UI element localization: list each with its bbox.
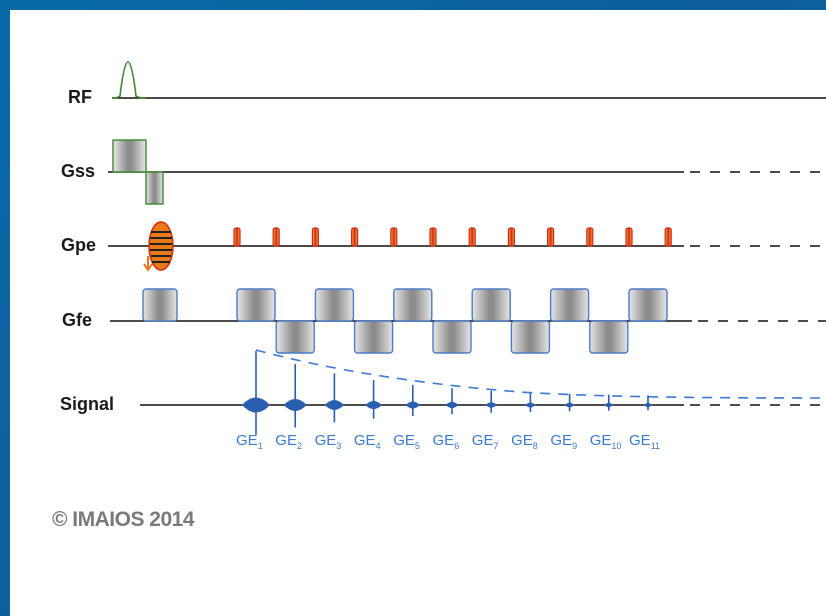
gradient-echo	[485, 390, 498, 413]
gpe-blip	[546, 227, 555, 247]
gfe-readout-lobe-positive	[314, 288, 355, 322]
gfe-label: Gfe	[62, 310, 93, 330]
gss-label: Gss	[61, 161, 96, 181]
gss-lobe-negative	[145, 171, 164, 205]
gradient-echo	[242, 351, 270, 435]
echo-label: GE10	[589, 432, 622, 451]
copyright-notice: © IMAIOS 2014	[52, 508, 195, 531]
gfe-readout-lobe-positive	[393, 288, 433, 322]
gpe-blip	[272, 227, 280, 247]
gfe-readout-lobe-negative	[432, 320, 472, 354]
echo-label: GE3	[314, 432, 342, 451]
gfe-readout-lobe-negative	[589, 320, 629, 354]
signal-label: Signal	[60, 394, 115, 414]
rf-pulse	[111, 61, 147, 99]
rf-label: RF	[68, 87, 92, 107]
gradient-echo	[445, 388, 459, 415]
echo-label: GE5	[393, 432, 420, 451]
gfe-lobes	[142, 288, 668, 354]
gpe-blip	[233, 227, 241, 247]
echo-label: GE9	[550, 432, 578, 451]
gfe-readout-lobe-negative	[353, 320, 394, 354]
gpe-blip	[429, 227, 437, 247]
echo-label: GE1	[236, 432, 263, 451]
gradient-echo	[324, 373, 345, 423]
gpe-blip	[351, 227, 359, 247]
gpe-blip	[625, 227, 633, 247]
gpe-blip	[507, 227, 515, 247]
echo-label: GE8	[511, 432, 538, 451]
gpe-blip	[311, 227, 319, 247]
gss-lobe-positive	[112, 139, 147, 173]
gfe-readout-lobe-positive	[628, 288, 668, 322]
gpe-blip	[664, 227, 672, 247]
gradient-echo	[525, 392, 536, 412]
gpe-blip	[468, 227, 476, 247]
gfe-prephase-lobe	[142, 288, 178, 322]
gpe-label: Gpe	[61, 235, 97, 255]
echo-label: GE11	[629, 432, 661, 451]
t2-star-decay-curve	[255, 349, 826, 399]
gfe-readout-lobe-positive	[549, 288, 590, 322]
gradient-echo	[283, 364, 307, 428]
gradient-echo	[643, 395, 653, 411]
gpe-blip	[586, 227, 594, 247]
gradient-echo	[405, 384, 420, 417]
gpe-blips	[233, 227, 672, 247]
gradient-echo	[604, 394, 614, 411]
gfe-readout-lobe-positive	[236, 288, 276, 322]
gradient-echo	[564, 393, 575, 412]
gfe-readout-lobe-negative	[275, 320, 315, 354]
gpe-prephaser	[143, 221, 174, 272]
gfe-readout-lobe-positive	[471, 288, 511, 322]
echo-label: GE4	[353, 432, 381, 451]
gradient-echoes	[242, 351, 653, 435]
gradient-echo	[365, 380, 382, 419]
echo-label: GE2	[275, 432, 302, 451]
gfe-readout-lobe-negative	[510, 320, 551, 354]
echo-label: GE7	[471, 432, 499, 451]
gpe-blip	[390, 227, 398, 247]
echo-label: GE6	[432, 432, 460, 451]
